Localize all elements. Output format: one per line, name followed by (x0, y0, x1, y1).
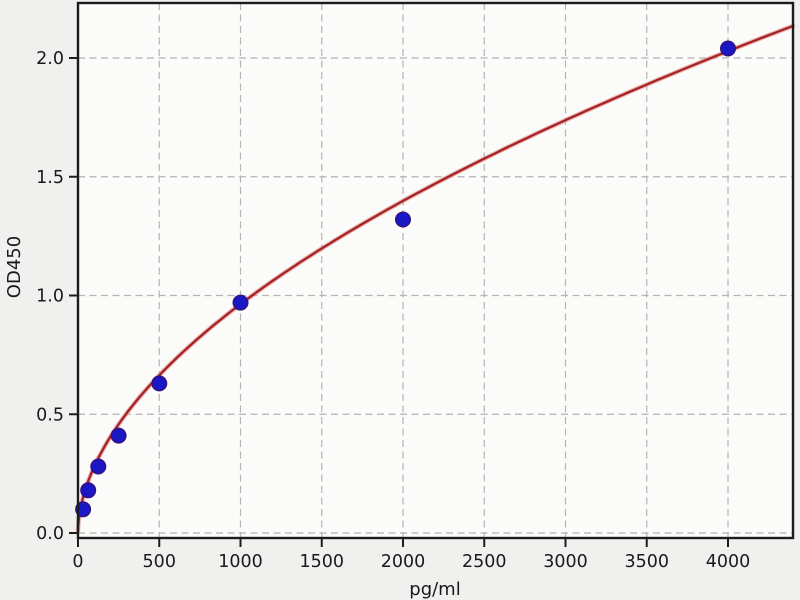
fit-curve-line (76, 24, 795, 532)
data-point (110, 427, 127, 444)
tick-labels: 0 500 1000 1500 2000 2500 3000 3500 4000 0.0 0.5 1.… (36, 49, 750, 572)
data-point (151, 375, 168, 392)
data-point (232, 294, 249, 311)
data-point (720, 40, 737, 57)
x-tick-label: 4000 (706, 552, 751, 572)
y-tick-label: 1.0 (36, 287, 64, 307)
fit-curve (75, 23, 796, 533)
y-axis-label: OD450 (4, 236, 25, 298)
x-axis-label: pg/ml (409, 579, 460, 600)
data-point (90, 458, 107, 475)
gridlines (78, 3, 793, 538)
data-point (75, 501, 92, 518)
x-tick-label: 500 (143, 552, 176, 572)
data-points (75, 40, 737, 518)
data-point (395, 211, 412, 228)
axes-spines (76, 1, 795, 540)
y-tick-label: 0.0 (36, 524, 64, 544)
y-tick-label: 2.0 (36, 49, 64, 69)
x-tick-label: 0 (72, 552, 83, 572)
x-tick-label: 3500 (624, 552, 669, 572)
y-tick-label: 1.5 (36, 168, 64, 188)
tick-marks (69, 57, 729, 547)
x-tick-label: 1500 (299, 552, 344, 572)
data-point (80, 482, 97, 499)
x-tick-label: 3000 (543, 552, 588, 572)
x-tick-label: 2000 (381, 552, 426, 572)
x-tick-label: 1000 (218, 552, 263, 572)
x-tick-label: 2500 (462, 552, 507, 572)
plot-area (78, 3, 793, 538)
y-tick-label: 0.5 (36, 405, 64, 425)
